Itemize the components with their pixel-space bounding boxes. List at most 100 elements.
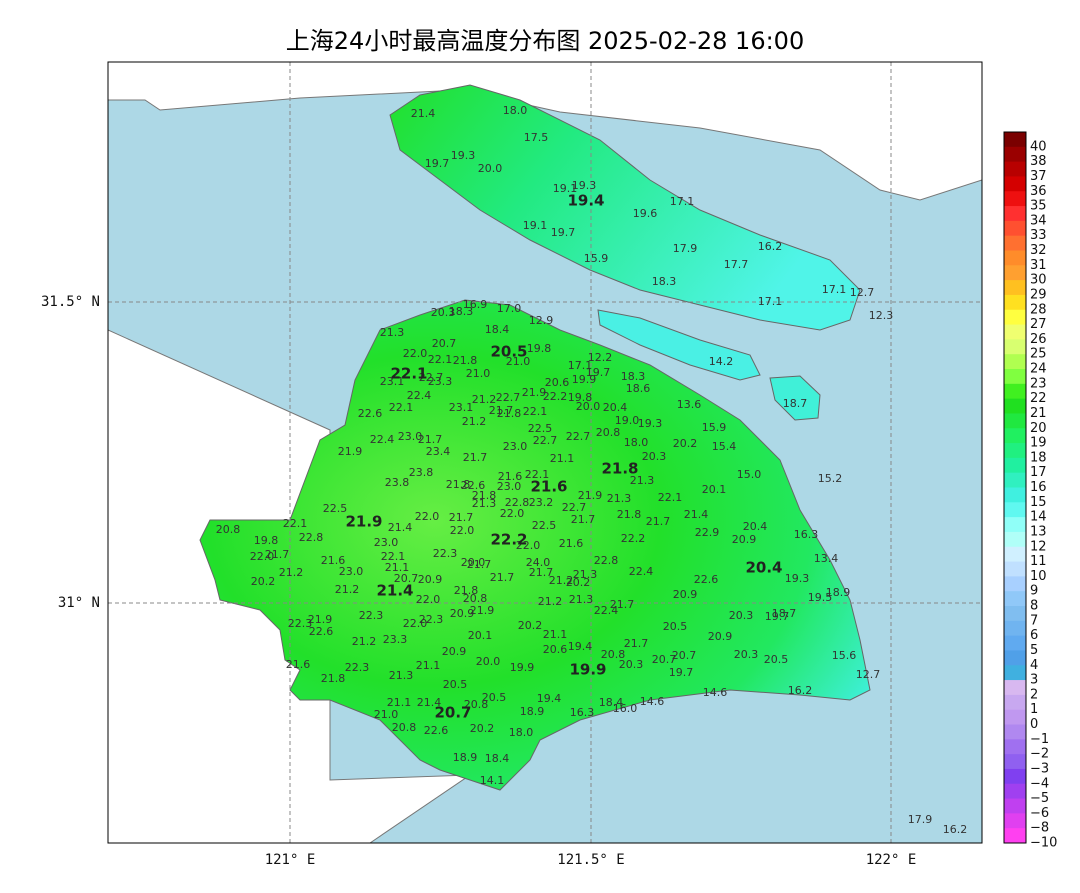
colorbar-label: 38 [1030,154,1047,169]
station-value: 19.9 [572,373,597,386]
colorbar-segment [1004,191,1026,207]
station-value: 21.6 [286,658,311,671]
colorbar-segment [1004,309,1026,326]
station-value: 22.0 [500,507,525,520]
district-value: 22.1 [390,365,427,383]
station-value: 20.7 [672,649,697,662]
station-value: 22.5 [532,519,557,532]
colorbar-label: 24 [1030,362,1047,377]
station-value: 19.0 [615,414,640,427]
station-value: 18.0 [503,104,528,117]
station-value: 21.3 [569,593,594,606]
station-value: 21.7 [490,571,515,584]
station-value: 14.1 [480,774,505,787]
colorbar-label: 4 [1030,658,1038,673]
station-value: 21.9 [578,489,603,502]
station-value: 17.1 [670,195,695,208]
station-value: 23.8 [409,466,434,479]
station-value: 21.2 [549,574,574,587]
colorbar-label: 3 [1030,673,1038,688]
station-value: 20.7 [394,572,419,585]
station-value: 18.7 [783,397,808,410]
station-value: 23.3 [383,633,408,646]
station-value: 22.0 [450,524,475,537]
station-value: 21.8 [617,508,642,521]
station-value: 21.3 [630,474,655,487]
colorbar-segment [1004,280,1026,296]
station-value: 20.7 [432,337,457,350]
colorbar-segment [1004,768,1026,785]
chongming-island [389,84,861,331]
colorbar-label: 1 [1030,702,1038,717]
station-value: 21.0 [374,708,399,721]
station-value: 20.0 [576,400,601,413]
colorbar-label: 33 [1030,228,1047,243]
colorbar-label: −4 [1030,776,1049,791]
station-value: 17.5 [524,131,549,144]
station-value: 22.3 [433,547,458,560]
station-value: 12.9 [529,314,554,327]
station-value: 21.6 [559,537,584,550]
station-value: 22.2 [543,390,568,403]
station-value: 22.0 [415,510,440,523]
station-value: 17.9 [908,813,933,826]
station-value: 21.3 [380,326,405,339]
colorbar-label: 26 [1030,332,1047,347]
colorbar-label: −6 [1030,806,1049,821]
station-value: 21.9 [522,386,547,399]
station-value: 21.2 [279,566,304,579]
station-value: 20.9 [708,630,733,643]
colorbar-segment [1004,220,1026,237]
station-value: 15.9 [702,421,727,434]
station-value: 17.1 [822,283,847,296]
north-land [108,62,982,201]
colorbar-label: 25 [1030,347,1047,362]
station-value: 19.4 [537,692,562,705]
colorbar-label: −2 [1030,747,1049,762]
station-value: 14.6 [640,695,665,708]
station-value: 21.4 [388,521,413,534]
station-value: 17.1 [758,295,783,308]
station-value: 21.7 [646,515,671,528]
station-value: 21.4 [411,107,436,120]
district-value: 19.4 [567,192,604,210]
station-value: 20.4 [743,520,768,533]
station-value: 19.7 [425,157,450,170]
station-value: 21.9 [308,613,333,626]
colorbar-label: 30 [1030,273,1047,288]
station-value: 23.2 [529,496,554,509]
station-value: 23.0 [497,480,522,493]
station-value: 17.0 [497,302,522,315]
station-value: 22.6 [461,479,486,492]
lat-label: 31.5° N [41,294,100,310]
district-value: 20.7 [434,704,471,722]
station-value: 19.7 [551,226,576,239]
station-value: 20.2 [518,619,543,632]
station-value: 22.5 [323,502,348,515]
colorbar-label: 20 [1030,421,1047,436]
colorbar-segment [1004,428,1026,444]
colorbar-label: 32 [1030,243,1047,258]
station-value: 23.0 [374,536,399,549]
station-value: 18.0 [624,436,649,449]
colorbar-segment [1004,813,1026,829]
shanghai-mainland [199,299,871,791]
station-value: 16.0 [613,702,638,715]
station-value: 20.0 [461,556,486,569]
station-value: 20.2 [470,722,495,735]
station-value: 20.3 [734,648,759,661]
station-value: 22.1 [523,405,548,418]
station-value: 22.4 [594,604,619,617]
map-area [108,62,982,843]
colorbar-label: 14 [1030,510,1047,525]
station-value: 18.3 [449,305,474,318]
station-value: 22.6 [309,625,334,638]
colorbar-segment [1004,709,1026,725]
station-value: 21.7 [418,433,443,446]
colorbar-segment [1004,531,1026,548]
station-value: 21.0 [506,355,531,368]
colorbar-label: 2 [1030,687,1038,702]
station-value: 15.6 [832,649,857,662]
lon-label: 121.5° E [557,852,624,868]
